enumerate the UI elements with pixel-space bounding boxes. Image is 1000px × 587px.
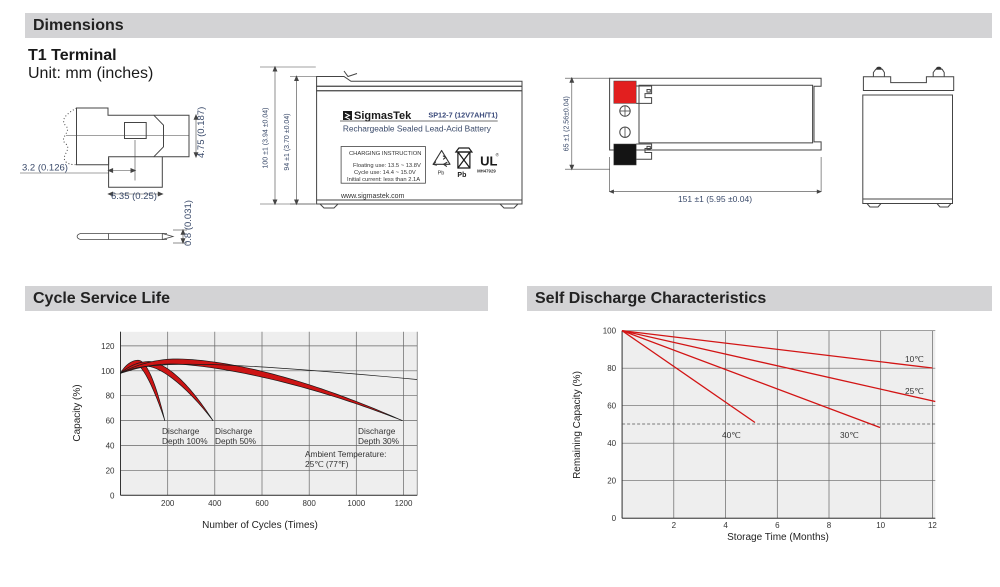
svg-text:4: 4 xyxy=(723,521,728,530)
svg-text:Depth 50%: Depth 50% xyxy=(215,436,257,446)
svg-text:Cycle use: 14.4 ~ 15.0V: Cycle use: 14.4 ~ 15.0V xyxy=(354,170,416,176)
svg-text:Discharge: Discharge xyxy=(358,426,396,436)
svg-text:800: 800 xyxy=(303,499,317,508)
svg-text:MH47929: MH47929 xyxy=(477,169,496,174)
svg-text:25℃ (77℉): 25℃ (77℉) xyxy=(305,459,349,469)
svg-text:100: 100 xyxy=(101,367,115,376)
svg-text:30℃: 30℃ xyxy=(840,430,859,440)
svg-text:60: 60 xyxy=(106,417,115,426)
svg-text:Discharge: Discharge xyxy=(215,426,253,436)
svg-text:SP12-7 (12V7AH/T1): SP12-7 (12V7AH/T1) xyxy=(428,111,498,120)
svg-text:Initial current: less than 2.1: Initial current: less than 2.1A xyxy=(347,177,420,183)
svg-text:Depth 30%: Depth 30% xyxy=(358,436,400,446)
svg-text:Remaining Capacity (%): Remaining Capacity (%) xyxy=(572,371,583,479)
svg-text:120: 120 xyxy=(101,342,115,351)
svg-text:80: 80 xyxy=(607,364,616,373)
svg-text:SigmasTek: SigmasTek xyxy=(354,110,412,122)
svg-text:40: 40 xyxy=(106,441,115,450)
svg-text:94 ±1 (3.70 ±0.04): 94 ±1 (3.70 ±0.04) xyxy=(284,113,291,170)
svg-text:20: 20 xyxy=(106,466,115,475)
svg-text:Pb: Pb xyxy=(438,171,445,177)
svg-text:20: 20 xyxy=(607,477,616,486)
svg-text:Storage Time (Months): Storage Time (Months) xyxy=(727,532,829,543)
svg-text:40℃: 40℃ xyxy=(722,430,741,440)
svg-text:65 ±1 (2.56±0.04): 65 ±1 (2.56±0.04) xyxy=(563,96,570,151)
svg-text:200: 200 xyxy=(161,499,175,508)
svg-text:100 ±1 (3.94 ±0.04): 100 ±1 (3.94 ±0.04) xyxy=(263,107,270,168)
svg-text:151 ±1 (5.95 ±0.04): 151 ±1 (5.95 ±0.04) xyxy=(678,194,752,204)
svg-text:600: 600 xyxy=(255,499,269,508)
svg-text:2: 2 xyxy=(672,521,677,530)
svg-text:8: 8 xyxy=(827,521,832,530)
svg-text:6.35 (0.25): 6.35 (0.25) xyxy=(111,191,157,202)
svg-text:Capacity (%): Capacity (%) xyxy=(72,384,83,441)
svg-text:25℃: 25℃ xyxy=(905,386,924,396)
svg-text:1000: 1000 xyxy=(347,499,365,508)
svg-text:12: 12 xyxy=(928,521,937,530)
svg-text:6: 6 xyxy=(775,521,780,530)
svg-text:Discharge: Discharge xyxy=(162,426,200,436)
svg-text:Pb: Pb xyxy=(457,172,466,179)
svg-text:Ambient Temperature:: Ambient Temperature: xyxy=(305,449,386,459)
svg-text:80: 80 xyxy=(106,392,115,401)
svg-text:60: 60 xyxy=(607,402,616,411)
svg-text:Depth 100%: Depth 100% xyxy=(162,436,208,446)
svg-text:0.8 (0.031): 0.8 (0.031) xyxy=(183,200,194,246)
svg-text:4.75 (0.187): 4.75 (0.187) xyxy=(196,107,207,158)
svg-text:10: 10 xyxy=(876,521,885,530)
svg-text:10℃: 10℃ xyxy=(905,354,924,364)
svg-text:Rechargeable Sealed Lead-Acid: Rechargeable Sealed Lead-Acid Battery xyxy=(343,124,492,134)
svg-text:3.2 (0.126): 3.2 (0.126) xyxy=(22,163,68,174)
svg-text:Number of Cycles (Times): Number of Cycles (Times) xyxy=(202,520,318,531)
svg-text:0: 0 xyxy=(110,491,115,500)
svg-text:CHARGING INSTRUCTION: CHARGING INSTRUCTION xyxy=(349,151,421,157)
svg-text:40: 40 xyxy=(607,439,616,448)
svg-text:®: ® xyxy=(496,152,500,158)
svg-text:0: 0 xyxy=(612,514,617,523)
svg-text:Floating use: 13.5 ~ 13.8V: Floating use: 13.5 ~ 13.8V xyxy=(353,163,421,169)
svg-text:1200: 1200 xyxy=(395,499,413,508)
svg-text:100: 100 xyxy=(603,327,617,336)
svg-text:400: 400 xyxy=(208,499,222,508)
svg-text:www.sigmastek.com: www.sigmastek.com xyxy=(340,193,405,200)
